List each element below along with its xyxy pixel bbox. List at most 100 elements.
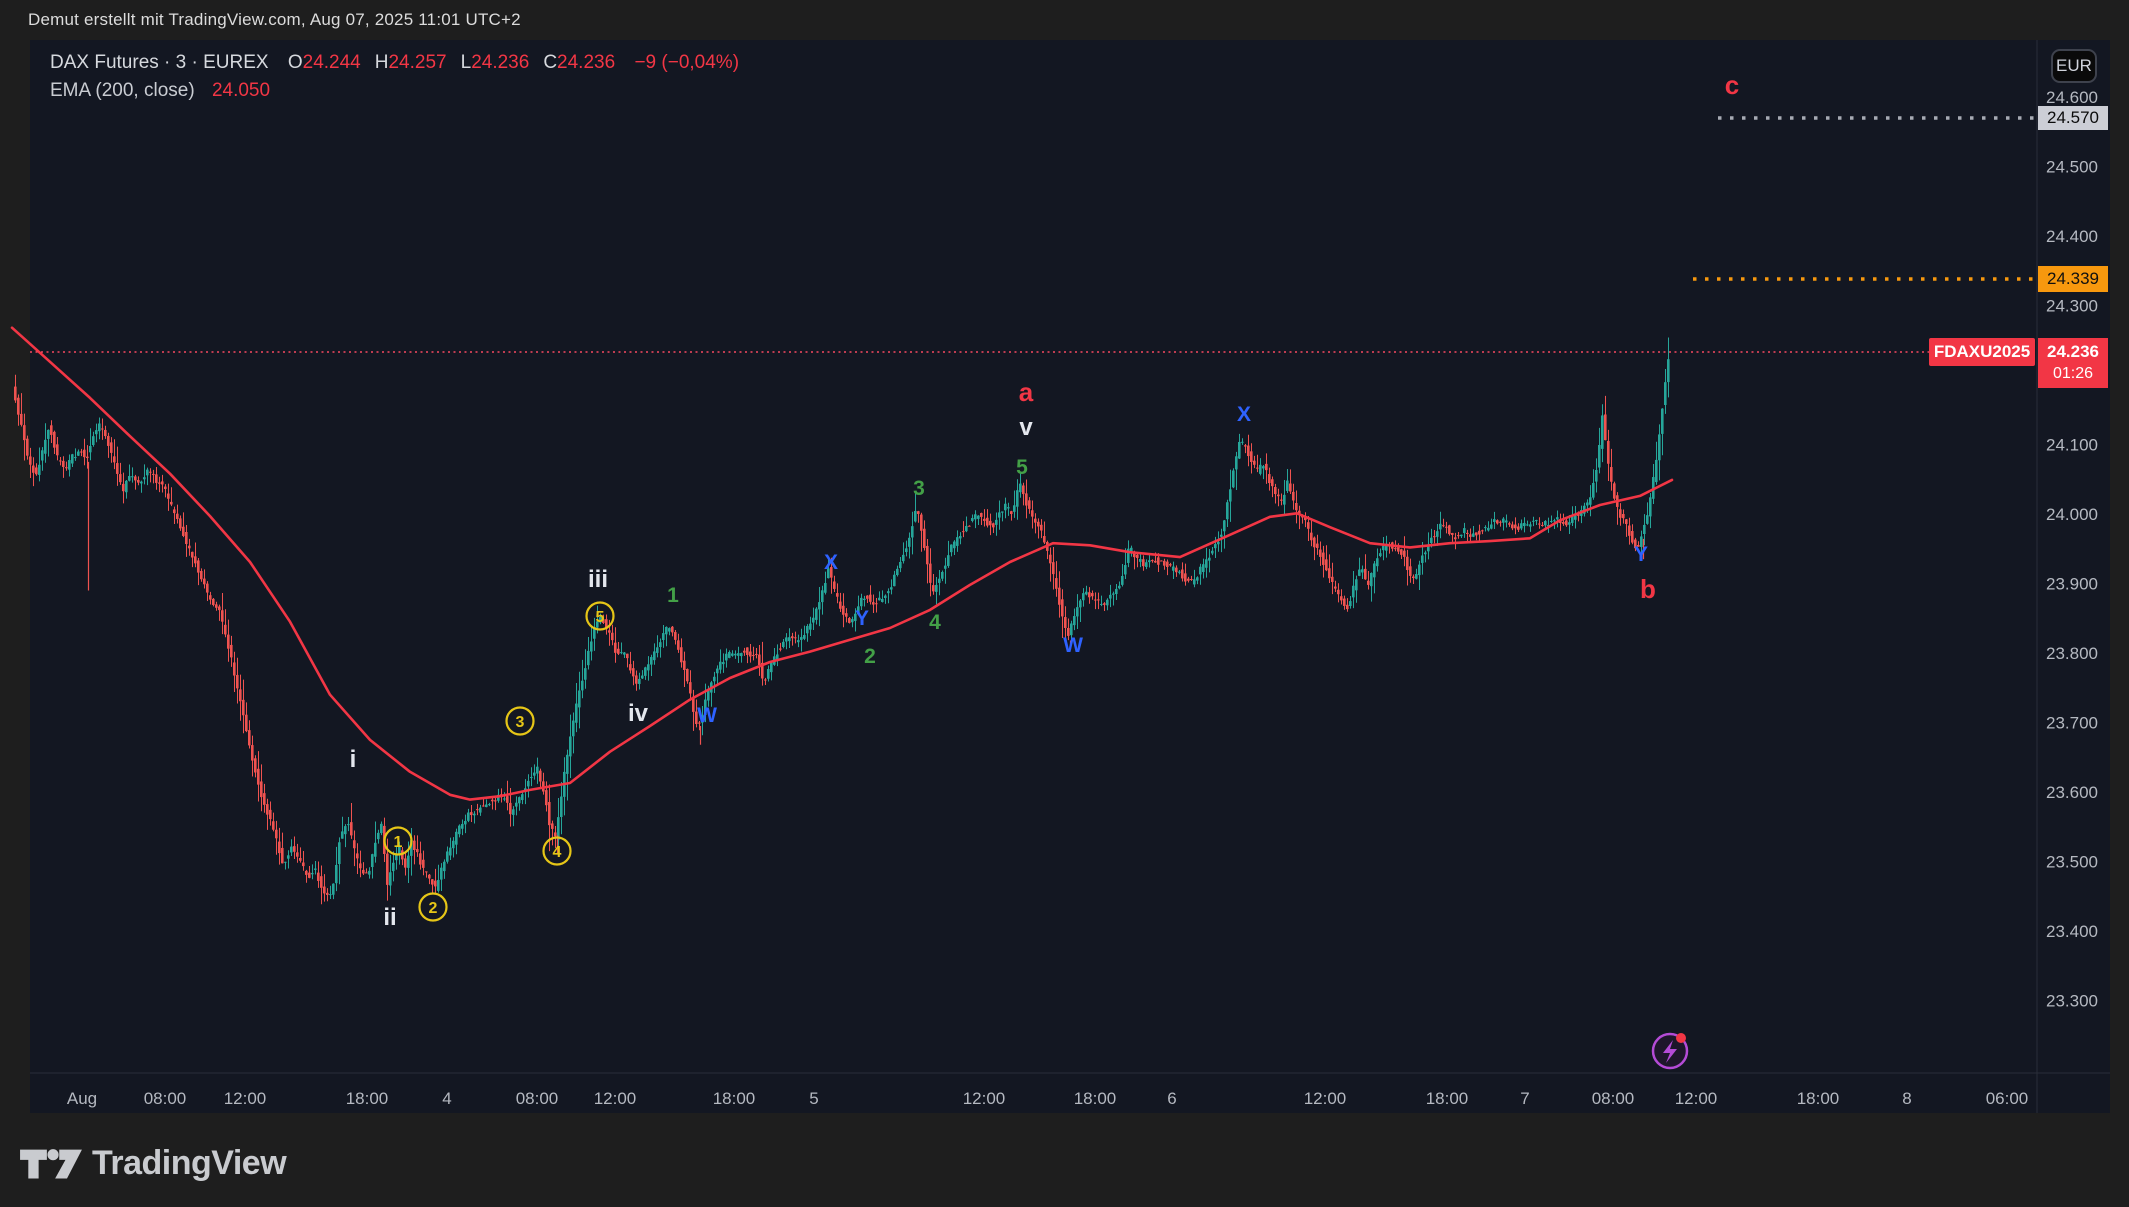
candle-body (731, 653, 734, 656)
candle-body (149, 471, 152, 473)
candle-body (452, 840, 455, 849)
wave-label-blue[interactable]: W (697, 704, 717, 727)
candle-body (1295, 502, 1298, 511)
candle-body (512, 809, 515, 815)
candle-body (560, 796, 563, 817)
currency-button[interactable]: EUR (2051, 49, 2097, 83)
price-tick: 23.400 (2046, 922, 2098, 941)
candle-body (14, 386, 17, 401)
wave-label-white[interactable]: iv (628, 700, 649, 727)
candle-body (83, 449, 86, 458)
chart-legend: DAX Futures · 3 · EUREX O24.244 H24.257 L2… (50, 49, 739, 105)
wave-label-blue[interactable]: Y (855, 607, 869, 630)
candle-body (80, 451, 83, 453)
candle-body (461, 823, 464, 829)
candle-body (44, 439, 47, 454)
wave-circle[interactable] (505, 706, 535, 736)
candle-body (905, 548, 908, 553)
candle-body (818, 602, 821, 610)
wave-label-blue[interactable]: X (1237, 403, 1251, 426)
candle-body (572, 720, 575, 737)
notification-dot (1676, 1033, 1686, 1043)
symbol-title[interactable]: DAX Futures · 3 · EUREX (50, 52, 269, 73)
wave-circle[interactable] (542, 836, 572, 866)
candle-body (164, 486, 167, 490)
wave-circle[interactable] (418, 892, 448, 922)
ohlc-value: 24.236 (471, 52, 530, 73)
bar-countdown: 01:26 (2052, 365, 2094, 382)
candle-body (530, 777, 533, 779)
candle-body (902, 554, 905, 562)
candle-body (683, 660, 686, 670)
wave-label-white[interactable]: ii (383, 904, 396, 931)
price-tick: 23.800 (2046, 644, 2098, 663)
candle-body (1307, 522, 1310, 529)
wave-label-blue[interactable]: Y (1634, 543, 1648, 566)
wave-label-red[interactable]: a (1019, 377, 1034, 407)
candle-body (1643, 524, 1646, 535)
wave-circle[interactable] (585, 601, 615, 631)
candle-body (1037, 521, 1040, 527)
legend-indicator-row[interactable]: EMA (200, close) 24.050 (50, 77, 739, 105)
candle-body (1487, 527, 1490, 531)
wave-label-red[interactable]: c (1725, 70, 1739, 100)
candle-body (1523, 522, 1526, 527)
candle-body (944, 565, 947, 569)
last-price-value: 24.236 (2047, 342, 2099, 361)
wave-circle[interactable] (383, 826, 413, 856)
wave-label-white[interactable]: v (1019, 414, 1033, 441)
candle-body (1121, 575, 1124, 585)
candle-body (1091, 593, 1094, 597)
candle-body (1169, 564, 1172, 566)
candle-body (431, 879, 434, 885)
candle-body (1526, 524, 1529, 526)
candle-body (839, 601, 842, 609)
candle-body (962, 531, 965, 533)
candle-body (50, 425, 53, 435)
wave-label-blue[interactable]: W (1063, 634, 1083, 657)
candle-body (413, 840, 416, 851)
wave-label-blue[interactable]: X (824, 551, 838, 574)
candle-body (53, 431, 56, 448)
wave-label-green[interactable]: 2 (864, 645, 876, 668)
wave-label-red[interactable]: b (1640, 574, 1656, 604)
candle-body (1529, 524, 1532, 527)
candle-body (1097, 599, 1100, 601)
tradingview-logo[interactable]: TradingView (18, 1144, 287, 1183)
contract-label[interactable]: FDAXU2025 (1929, 338, 2035, 366)
wave-label-green[interactable]: 4 (929, 611, 941, 634)
time-tick: 08:00 (1592, 1089, 1635, 1108)
wave-label-green[interactable]: 5 (1016, 456, 1028, 479)
candle-body (932, 585, 935, 592)
candle-body (1217, 541, 1220, 545)
wave-label-green[interactable]: 3 (913, 477, 925, 500)
wave-label-white[interactable]: iii (588, 566, 608, 593)
candle-body (1502, 518, 1505, 523)
target-price-label[interactable]: 24.339 (2038, 266, 2108, 292)
legend-symbol-row[interactable]: DAX Futures · 3 · EUREX O24.244 H24.257 L2… (50, 49, 739, 77)
candle-body (605, 619, 608, 629)
tradingview-logo-text: TradingView (92, 1144, 287, 1182)
candle-body (1175, 567, 1178, 573)
candle-body (47, 429, 50, 439)
candle-body (89, 445, 92, 453)
candle-body (602, 619, 605, 623)
candle-body (1646, 515, 1649, 524)
candle-body (1187, 578, 1190, 581)
candle-body (365, 872, 368, 874)
wave-label-white[interactable]: i (350, 746, 357, 773)
candle-body (1145, 562, 1148, 567)
candle-body (470, 812, 473, 816)
candle-body (842, 605, 845, 615)
wave-label-green[interactable]: 1 (667, 584, 679, 607)
alert-price-label[interactable]: 24.570 (2038, 106, 2108, 130)
candle-body (887, 591, 890, 594)
candle-body (443, 861, 446, 872)
candle-body (1139, 558, 1142, 562)
indicator-name[interactable]: EMA (200, close) (50, 80, 195, 101)
candle-body (641, 675, 644, 679)
candle-body (68, 460, 71, 470)
candle-body (1244, 445, 1247, 447)
